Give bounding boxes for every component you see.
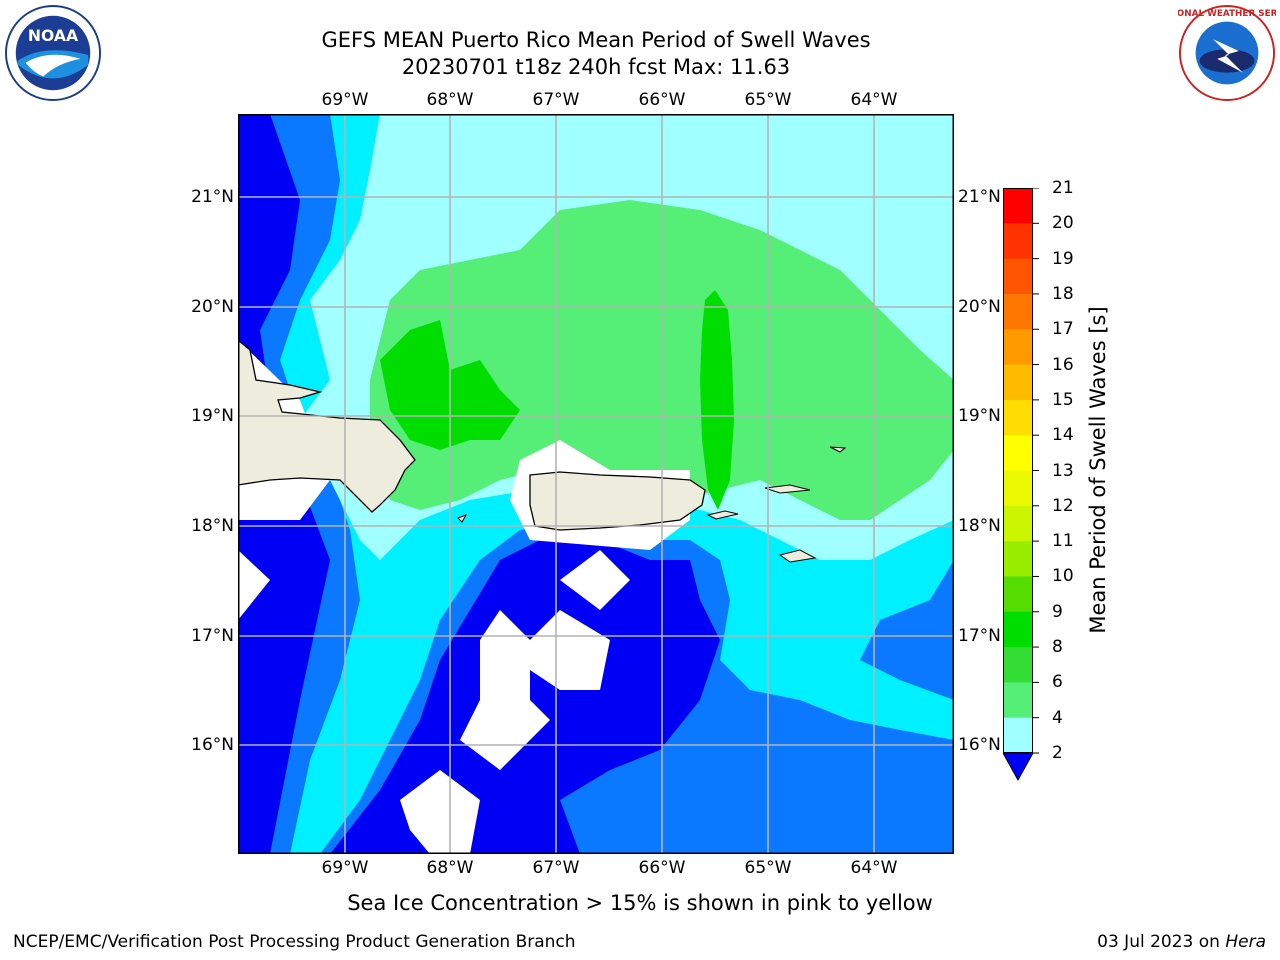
colorbar-segment [1003,576,1033,613]
colorbar-tick-label: 21 [1052,178,1074,198]
colorbar-segment [1003,364,1033,401]
swell-period-map [238,114,954,854]
lon-tick-top: 69°W [321,90,369,110]
colorbar-segment [1003,258,1033,295]
colorbar-segment [1003,223,1033,260]
colorbar-tick-label: 18 [1052,283,1074,304]
lon-tick-top: 66°W [638,90,686,110]
lon-tick-bottom: 68°W [426,858,474,878]
lon-tick-bottom: 64°W [850,858,898,878]
lat-tick-right: 18°N [958,516,1001,536]
colorbar-tick-label: 15 [1052,389,1074,410]
lat-tick-left: 17°N [191,626,234,646]
colorbar [1003,188,1039,782]
colorbar-tick-label: 16 [1052,354,1074,375]
colorbar-tick-label: 17 [1052,319,1074,340]
colorbar-segment [1003,647,1033,683]
colorbar-label: Mean Period of Swell Waves [s] [1086,306,1110,634]
land-island [706,510,739,520]
lon-tick-top: 67°W [532,90,580,110]
footer-branch: NCEP/EMC/Verification Post Processing Pr… [13,932,576,952]
masked-area [560,550,630,610]
colorbar-segment [1003,329,1033,366]
lat-tick-left: 20°N [191,297,234,317]
lat-tick-right: 19°N [958,406,1001,426]
colorbar-tick-label: 20 [1052,213,1074,234]
footer-date-text: 03 Jul 2023 on [1097,932,1220,952]
lat-tick-left: 19°N [191,406,234,426]
lon-tick-top: 68°W [426,90,474,110]
colorbar-segment [1003,717,1033,754]
lon-tick-top: 65°W [744,90,792,110]
lat-tick-right: 16°N [958,735,1001,755]
colorbar-tick-label: 19 [1052,248,1074,269]
land-island [829,446,847,453]
colorbar-segment [1003,682,1033,719]
colorbar-tick-label: 9 [1052,601,1063,622]
colorbar-segment [1003,435,1033,471]
graticule [238,114,954,854]
contour-band-10-11 [700,290,734,510]
colorbar-segment [1003,611,1033,648]
lat-tick-right: 20°N [958,297,1001,317]
footer-machine: Hera [1225,932,1266,952]
colorbar-segment [1003,293,1033,330]
lon-tick-bottom: 69°W [321,858,369,878]
colorbar-tick-label: 2 [1052,743,1063,763]
land-hispaniola [238,339,416,513]
footer-date: 03 Jul 2023 on Hera [1097,932,1266,952]
lon-tick-bottom: 67°W [532,858,580,878]
land-island [457,514,468,523]
colorbar-tick-label: 6 [1052,672,1063,693]
masked-area [400,770,480,854]
colorbar-tick-label: 4 [1052,707,1063,728]
lon-tick-bottom: 65°W [744,858,792,878]
lat-tick-right: 17°N [958,626,1001,646]
colorbar-segment [1003,188,1033,224]
nws-logo-text: NATIONAL WEATHER SERVICE [1178,9,1276,19]
masked-area [460,610,610,770]
lat-tick-left: 21°N [191,187,234,207]
land-island [778,549,817,563]
lat-tick-left: 18°N [191,516,234,536]
chart-subtitle: 20230701 t18z 240h fcst Max: 11.63 [401,55,791,79]
colorbar-tick-label: 12 [1052,495,1074,516]
nws-logo: NATIONAL WEATHER SERVICE [1178,4,1276,102]
lon-tick-bottom: 66°W [638,858,686,878]
land-island [764,484,811,494]
sea-ice-note: Sea Ice Concentration > 15% is shown in … [347,891,933,915]
colorbar-tick-label: 11 [1052,531,1074,552]
colorbar-segment [1003,470,1033,507]
colorbar-tick-label: 14 [1052,425,1074,446]
lon-tick-top: 64°W [850,90,898,110]
lat-tick-left: 16°N [191,735,234,755]
colorbar-segment [1003,505,1033,542]
colorbar-segment [1003,399,1033,436]
colorbar-tick-label: 13 [1052,460,1074,481]
colorbar-segment [1003,541,1033,577]
chart-title: GEFS MEAN Puerto Rico Mean Period of Swe… [321,28,871,52]
lat-tick-right: 21°N [958,187,1001,207]
noaa-logo-text: NOAA [28,26,79,45]
noaa-logo: NOAA [4,4,102,102]
colorbar-extend-arrow [1003,752,1034,782]
masked-area [238,550,270,620]
colorbar-tick-label: 10 [1052,566,1074,587]
colorbar-tick-label: 8 [1052,637,1063,658]
